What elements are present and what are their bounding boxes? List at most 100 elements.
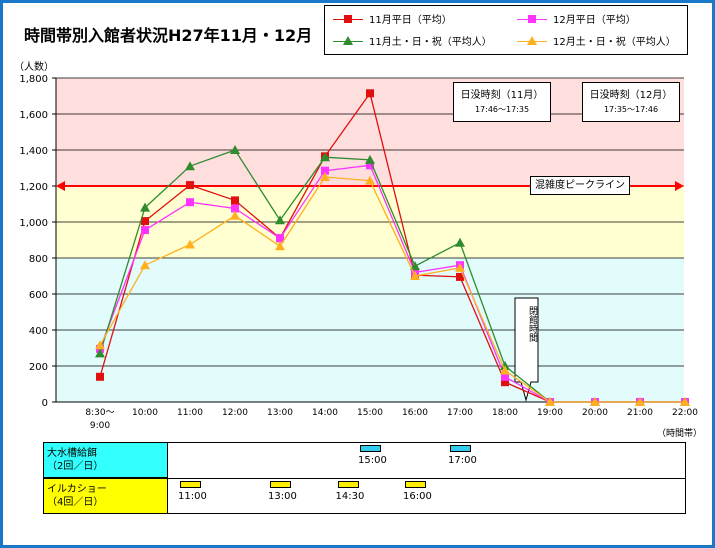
sunset-nov-title: 日没時刻（11月）	[460, 90, 544, 101]
y-axis-unit: （人数）	[14, 62, 54, 73]
data-point	[140, 202, 150, 212]
y-tick-label: 1,200	[19, 182, 48, 193]
data-point	[95, 348, 105, 358]
x-tick-label: 19:00	[537, 408, 563, 418]
dolphin-show-time-label: 11:00	[178, 491, 207, 502]
legend-label: 11月平日（平均）	[369, 15, 452, 26]
x-tick-label: 20:00	[582, 408, 608, 418]
sunset-note-november: 日没時刻（11月） 17:46〜17:35	[453, 82, 551, 122]
feeding-schedule-label: 大水槽給餌 （2回／日）	[43, 442, 168, 478]
legend-item-dec-weekday: 12月平日（平均）	[517, 11, 636, 26]
y-tick-label: 800	[29, 254, 48, 265]
dolphin-show-slot	[337, 481, 359, 488]
x-tick-label: 17:00	[447, 408, 473, 418]
sunset-nov-time: 17:46〜17:35	[474, 105, 530, 114]
data-point	[545, 397, 555, 406]
data-point	[366, 161, 374, 170]
y-tick-label: 1,600	[19, 110, 48, 121]
data-point	[501, 378, 509, 387]
data-point	[276, 234, 284, 243]
sunset-dec-title: 日没時刻（12月）	[589, 90, 673, 101]
dolphin-show-time-label: 16:00	[403, 491, 432, 502]
data-point	[231, 204, 239, 213]
peak-line-arrow-right	[675, 181, 684, 191]
chart-title: 時間帯別入館者状況H27年11月・12月	[24, 26, 313, 45]
data-point	[410, 261, 420, 271]
data-point	[275, 215, 285, 225]
data-point	[500, 365, 510, 375]
closing-time-label: 閉館時間	[527, 306, 537, 342]
x-tick-label: 14:00	[312, 408, 338, 418]
dolphin-show-time-label: 13:00	[268, 491, 297, 502]
legend-item-nov-weekday: 11月平日（平均）	[333, 11, 452, 26]
x-tick-label: 10:00	[132, 408, 158, 418]
legend-marker	[517, 13, 547, 25]
x-tick-label: 13:00	[267, 408, 293, 418]
legend-label: 12月平日（平均）	[553, 15, 636, 26]
y-tick-label: 1,800	[19, 74, 48, 85]
legend-item-dec-holiday: 12月土・日・祝（平均人）	[517, 33, 676, 48]
x-tick-label: 18:00	[492, 408, 518, 418]
y-tick-label: 400	[29, 326, 48, 337]
sunset-dec-time: 17:35〜17:46	[603, 105, 659, 114]
x-tick-label: 11:00	[177, 408, 203, 418]
x-axis-unit: （時間帯）	[657, 429, 703, 439]
data-point	[230, 210, 240, 220]
data-point	[141, 217, 149, 226]
data-point	[140, 260, 150, 270]
legend-item-nov-holiday: 11月土・日・祝（平均人）	[333, 33, 492, 48]
dolphin-show-time-label: 14:30	[335, 491, 365, 502]
dolphin-show-slot	[180, 481, 201, 488]
peak-line-label: 混雑度ピークライン	[530, 176, 630, 195]
feeding-time-label: 15:00	[358, 455, 387, 466]
x-tick-label: 9:00	[90, 421, 110, 431]
data-point	[456, 272, 464, 281]
dolphin-label-text: イルカショー （4回／日）	[47, 484, 107, 508]
feeding-label-text: 大水槽給餌 （2回／日）	[47, 448, 104, 472]
data-point	[95, 340, 105, 350]
y-tick-label: 1,400	[19, 146, 48, 157]
data-point	[230, 145, 240, 154]
data-point	[96, 372, 104, 381]
y-tick-label: 600	[29, 290, 48, 301]
legend-marker	[333, 13, 363, 25]
data-point	[366, 89, 374, 98]
y-tick-label: 1,000	[19, 218, 48, 229]
data-point	[231, 196, 239, 205]
x-tick-label: 15:00	[357, 408, 383, 418]
data-point	[275, 241, 285, 251]
dolphin-show-slot	[270, 481, 291, 488]
x-tick-label: 12:00	[222, 408, 248, 418]
data-point	[186, 181, 194, 190]
x-tick-label: 16:00	[402, 408, 428, 418]
sunset-note-december: 日没時刻（12月） 17:35〜17:46	[582, 82, 680, 122]
legend-label: 12月土・日・祝（平均人）	[553, 37, 676, 48]
data-point	[590, 397, 600, 406]
data-point	[185, 239, 195, 249]
feeding-slot	[360, 445, 381, 452]
x-tick-label: 21:00	[627, 408, 653, 418]
data-point	[186, 198, 194, 207]
dolphin-show-slot	[405, 481, 426, 488]
data-point	[635, 397, 645, 406]
schedule-divider	[168, 478, 686, 479]
legend-marker	[517, 35, 547, 47]
data-point	[320, 172, 330, 181]
data-point	[501, 372, 509, 381]
data-point	[320, 152, 330, 162]
feeding-time-label: 17:00	[448, 455, 477, 466]
data-point	[365, 154, 375, 164]
x-tick-label: 22:00	[672, 408, 698, 418]
data-point	[680, 397, 690, 406]
series-line-3	[99, 176, 685, 403]
dolphin-show-label: イルカショー （4回／日）	[43, 478, 168, 514]
data-point	[321, 166, 329, 175]
legend-label: 11月土・日・祝（平均人）	[369, 37, 492, 48]
legend-marker	[333, 35, 363, 47]
legend: 11月平日（平均） 12月平日（平均） 11月土・日・祝（平均人） 12月土・日…	[324, 5, 688, 55]
x-tick-label: 8:30〜	[85, 408, 114, 418]
y-tick-label: 0	[42, 398, 48, 409]
closing-time-callout	[514, 297, 539, 402]
feeding-slot	[450, 445, 471, 452]
